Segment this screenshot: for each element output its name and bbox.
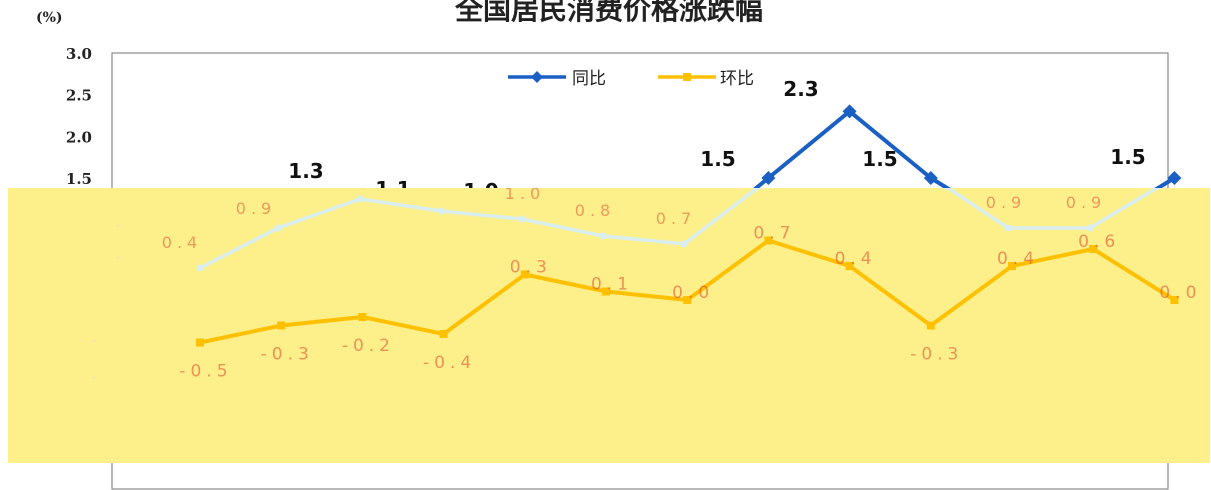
data-point-mom xyxy=(845,262,854,270)
data-point-yoy xyxy=(761,171,776,185)
overlay-point-yoy xyxy=(1004,224,1012,232)
data-label-mom: 0.0 xyxy=(672,283,714,303)
overlay-point-yoy xyxy=(518,215,526,223)
overlay-label-yoy: 0.9 xyxy=(1066,193,1106,212)
overlay-line-yoy-tail xyxy=(944,188,1161,230)
overlay-line-yoy xyxy=(199,188,761,270)
overlay-point-yoy xyxy=(1157,188,1163,190)
data-label-mom: -0.5 xyxy=(179,362,232,382)
data-point-mom xyxy=(277,321,286,330)
overlay-svg: · · · · -0.5 -0.3 -0.2 -0.4 0.3 0.1 0.0 0.7 0.4 -0.3 0… xyxy=(92,188,1201,385)
data-point-mom xyxy=(1008,262,1016,270)
overlay-label-yoy: 0.8 xyxy=(575,201,615,220)
data-point-mom xyxy=(602,287,610,296)
data-label-yoy: 1.5 xyxy=(862,147,897,171)
data-label-mom: -0.4 xyxy=(423,353,476,373)
data-label-mom: -0.2 xyxy=(342,336,395,356)
data-label-mom: 0.4 xyxy=(835,249,877,269)
data-point-mom xyxy=(196,338,204,347)
data-point-mom xyxy=(683,296,692,304)
faint-axis-mark: · xyxy=(92,334,96,348)
data-label-yoy: 2.3 xyxy=(783,77,818,101)
overlay-label-yoy: 1.0 xyxy=(505,188,545,203)
data-label-yoy: 1.5 xyxy=(1110,145,1145,169)
overlay-label-yoy: 0.7 xyxy=(656,209,696,228)
overlay-point-yoy xyxy=(599,232,607,240)
data-point-mom xyxy=(1089,245,1098,253)
legend: 同比 环比 xyxy=(508,69,754,89)
y-axis-ticks: 3.0 2.5 2.0 1.5 xyxy=(66,45,92,188)
faint-axis-mark: · xyxy=(92,371,96,385)
data-point-mom xyxy=(358,313,367,321)
data-point-yoy xyxy=(923,171,938,185)
chart-title: 全国居民消费价格涨跌幅 xyxy=(455,0,764,26)
data-point-mom xyxy=(520,270,529,279)
data-label-mom: 0.6 xyxy=(1078,232,1120,252)
data-label-yoy: 1.5 xyxy=(700,147,735,171)
data-point-mom xyxy=(926,321,935,330)
overlay-point-yoy xyxy=(942,188,948,190)
overlay-point-yoy xyxy=(1086,224,1094,232)
data-label-mom: 0.0 xyxy=(1159,283,1201,303)
overlay-label-yoy: 0.4 xyxy=(162,233,202,252)
data-point-yoy xyxy=(842,104,857,119)
data-point-mom xyxy=(439,330,448,338)
overlay-point-yoy xyxy=(757,188,763,190)
data-point-mom xyxy=(1170,296,1179,304)
yellow-overlay-panel: · · · · -0.5 -0.3 -0.2 -0.4 0.3 0.1 0.0 0.7 0.4 -0.3 0… xyxy=(8,188,1210,463)
data-label-mom: 0.7 xyxy=(753,224,795,244)
y-tick-label: 2.5 xyxy=(66,87,92,105)
y-tick-label: 2.0 xyxy=(66,128,92,146)
data-point-mom xyxy=(764,236,773,245)
overlay-point-yoy xyxy=(680,240,688,248)
overlay-point-yoy xyxy=(274,224,282,232)
y-tick-label: 1.5 xyxy=(66,170,92,188)
overlay-point-yoy xyxy=(437,207,445,215)
data-point-yoy xyxy=(1167,171,1182,185)
faint-axis-mark: · xyxy=(116,219,120,233)
overlay-point-yoy xyxy=(196,264,204,272)
data-label-yoy: 1.3 xyxy=(288,159,323,183)
data-label-mom: 0.3 xyxy=(510,258,552,278)
data-label-mom: 0.1 xyxy=(591,275,633,295)
overlay-label-yoy: 0.9 xyxy=(236,199,276,218)
data-label-mom: 0.4 xyxy=(997,249,1039,269)
legend-label-mom: 环比 xyxy=(720,69,754,89)
legend-marker-yoy xyxy=(531,71,543,83)
data-label-mom: -0.3 xyxy=(261,345,314,365)
y-tick-label: 3.0 xyxy=(66,45,92,63)
overlay-point-yoy xyxy=(356,195,364,203)
faint-axis-mark: · xyxy=(116,251,120,265)
legend-label-yoy: 同比 xyxy=(572,69,606,89)
overlay-label-yoy: 0.9 xyxy=(986,193,1026,212)
legend-marker-mom xyxy=(683,73,691,81)
data-label-mom: -0.3 xyxy=(910,345,963,365)
y-axis-unit: (%) xyxy=(36,10,63,26)
